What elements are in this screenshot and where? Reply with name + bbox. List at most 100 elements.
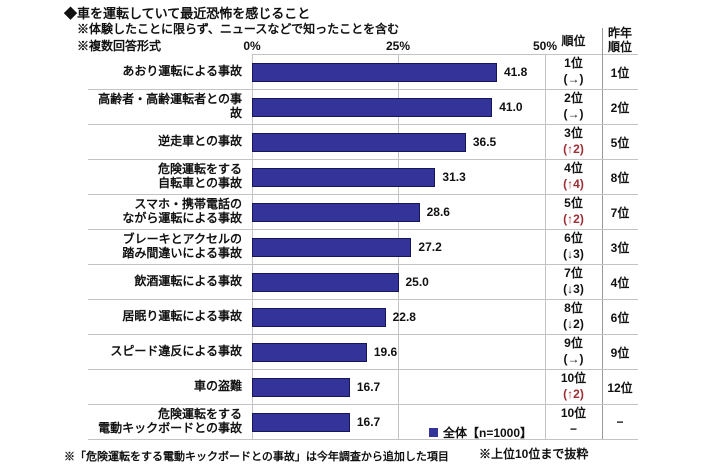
bar [252, 202, 420, 222]
rank-value: 1位 [564, 56, 583, 71]
bar [252, 237, 412, 257]
category-label: 飲酒運転による事故 [134, 274, 242, 289]
category-label: 高齢者・高齢運転者との事故 [98, 92, 242, 120]
category-label: 危険運転をする 電動キックボードとの事故 [98, 407, 242, 435]
table-row: 危険運転をする 電動キックボードとの事故 16.7 10位 − − [88, 405, 638, 440]
bar-cell: 41.0 [252, 90, 545, 124]
rank-value: 10位 [560, 406, 587, 421]
category-label: 車の盗難 [193, 379, 242, 394]
bar-cell: 22.8 [252, 300, 545, 334]
rank-change: (↑2) [563, 212, 584, 226]
rank-change: (↑2) [563, 142, 584, 156]
last-year-rank: 1位 [610, 65, 630, 80]
rank-value: 2位 [564, 91, 583, 106]
rank-value: 9位 [564, 336, 583, 351]
bar-cell: 19.6 [252, 335, 545, 369]
category-label: スマホ・携帯電話の ながら運転による事故 [122, 197, 242, 225]
rank-value: 10位 [560, 371, 587, 386]
category-label: 逆走車との事故 [158, 134, 242, 149]
legend-marker-icon [429, 428, 438, 437]
gridline-50pct [545, 55, 546, 440]
bar-value: 16.7 [356, 380, 381, 394]
rank-cell: 1位 (→) [545, 55, 602, 89]
bar [252, 132, 466, 152]
category-label: 居眠り運転による事故 [122, 309, 242, 324]
bar-cell: 31.3 [252, 160, 545, 194]
bar-value: 28.6 [426, 205, 450, 219]
last-year-rank: 6位 [610, 310, 630, 325]
rank-change: (↓2) [563, 317, 584, 331]
rank-cell: 8位 (↓2) [545, 300, 602, 334]
bar-value: 41.8 [503, 65, 528, 79]
chart-note-2: ※複数回答形式 [77, 39, 162, 53]
bar [252, 97, 493, 117]
category-label: 危険運転をする 自転車との事故 [157, 162, 242, 190]
category-label: ブレーキとアクセルの 踏み間違いによる事故 [122, 232, 242, 260]
rank-value: 7位 [564, 266, 583, 281]
bar-value: 41.0 [499, 100, 523, 114]
x-tick-50: 50% [532, 39, 558, 53]
category-label: あおり運転による事故 [122, 64, 242, 79]
rank-cell: 10位 (↑2) [545, 370, 602, 404]
last-year-rank: 12位 [607, 380, 633, 395]
bar-value: 31.3 [442, 170, 466, 184]
footnote-left: ※「危険運転をする電動キックボードとの事故」は今年調査から追加した項目 [64, 451, 449, 463]
rank-column-header: 順位 [561, 34, 586, 48]
last-year-rank: 5位 [610, 135, 630, 150]
rank-cell: 2位 (→) [545, 90, 602, 124]
bar-value: 19.6 [373, 345, 398, 359]
bar-value: 27.2 [418, 240, 442, 254]
bar [252, 412, 350, 432]
bar-cell: 16.7 [252, 370, 545, 404]
legend: 全体【n=1000】 [429, 424, 532, 441]
table-row: あおり運転による事故 41.8 1位 (→) 1位 [88, 55, 638, 90]
rank-value: 8位 [564, 301, 583, 316]
chart-note-1: ※体験したことに限らず、ニュースなどで知ったことを含む [77, 22, 400, 36]
rank-value: 6位 [564, 231, 583, 246]
bar [252, 62, 497, 82]
rank-change: (↑2) [563, 387, 584, 401]
table-row: 居眠り運転による事故 22.8 8位 (↓2) 6位 [88, 300, 638, 335]
footnote-right: ※上位10位まで抜粋 [479, 447, 589, 461]
table-row: ブレーキとアクセルの 踏み間違いによる事故 27.2 6位 (↓3) 3位 [88, 230, 638, 265]
table-row: 車の盗難 16.7 10位 (↑2) 12位 [88, 370, 638, 405]
table-row: 飲酒運転による事故 25.0 7位 (↓3) 4位 [88, 265, 638, 300]
last-year-rank: 3位 [610, 240, 630, 255]
rank-change: (→) [563, 352, 584, 366]
rank-cell: 9位 (→) [545, 335, 602, 369]
bar [252, 307, 386, 327]
legend-label: 全体【n=1000】 [443, 426, 533, 440]
table-row: スピード違反による事故 19.6 9位 (→) 9位 [88, 335, 638, 370]
rank-value: 4位 [564, 161, 583, 176]
rank-change: (↑4) [563, 177, 584, 191]
last-year-rank: − [616, 415, 624, 429]
bar [252, 272, 399, 292]
rank-change: (↓3) [563, 282, 584, 296]
x-tick-25: 25% [385, 39, 411, 53]
category-label: スピード違反による事故 [110, 344, 242, 359]
bar-cell: 41.8 [252, 55, 545, 89]
rank-cell: 3位 (↑2) [545, 125, 602, 159]
rank-value: 5位 [564, 196, 583, 211]
table-row: 逆走車との事故 36.5 3位 (↑2) 5位 [88, 125, 638, 160]
bar [252, 377, 350, 397]
bar [252, 342, 367, 362]
rank-cell: 4位 (↑4) [545, 160, 602, 194]
rank-cell: 10位 − [545, 405, 602, 439]
rank-change: (→) [563, 72, 584, 86]
bar [252, 167, 436, 187]
bar-cell: 36.5 [252, 125, 545, 159]
last-year-rank: 9位 [610, 345, 630, 360]
plot-top-border [252, 54, 638, 55]
bar-cell: 16.7 [252, 405, 545, 439]
rank-change: − [569, 422, 577, 436]
table-row: スマホ・携帯電話の ながら運転による事故 28.6 5位 (↑2) 7位 [88, 195, 638, 230]
bar-cell: 28.6 [252, 195, 545, 229]
last-year-column-header: 昨年 順位 [607, 26, 632, 54]
table-row: 高齢者・高齢運転者との事故 41.0 2位 (→) 2位 [88, 90, 638, 125]
bar-value: 36.5 [472, 135, 497, 149]
x-tick-0: 0% [243, 39, 261, 53]
bar-value: 25.0 [405, 275, 429, 289]
chart-rows: あおり運転による事故 41.8 1位 (→) 1位 高齢者・高齢運転者との事故 … [88, 55, 638, 440]
